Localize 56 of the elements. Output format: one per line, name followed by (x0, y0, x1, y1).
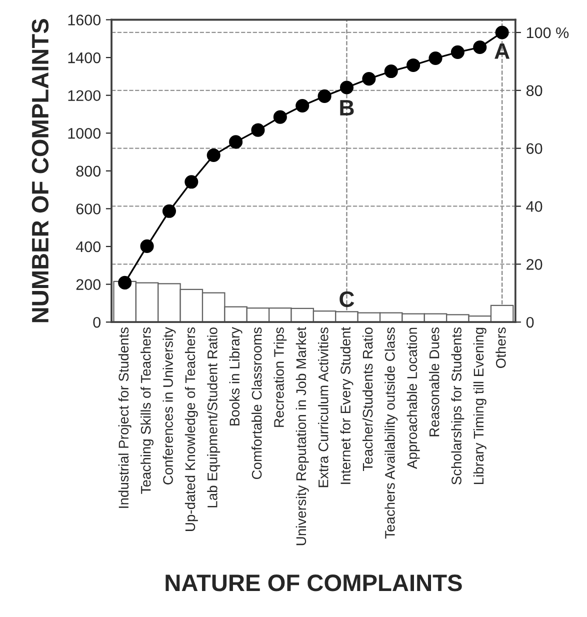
y-tick-label: 1000 (68, 128, 101, 139)
x-tick-label: Lab Equipment/Student Ratio (207, 328, 220, 508)
x-tick-label: Approachable Location (406, 328, 420, 469)
y-tick-label: 400 (76, 241, 101, 252)
point (184, 175, 198, 189)
y2-tick-label: 0 (526, 316, 534, 328)
x-tick-label: Teachers Availability outside Class (384, 327, 398, 539)
x-tick-label: Up-dated Knowledge of Teachers (184, 327, 198, 531)
y-tick-label: 1600 (68, 14, 101, 26)
y2-tick-label: 60 (526, 143, 542, 154)
point (296, 98, 310, 113)
point (140, 239, 154, 253)
annotation: C (340, 291, 354, 308)
x-tick-label: Internet for Every Student (340, 327, 354, 484)
x-tick-label: Teacher/Students Ratio (362, 328, 373, 471)
y-tick-label: 0 (93, 316, 101, 328)
annotation: A (494, 43, 510, 59)
point (318, 89, 332, 103)
y-tick-label: 200 (76, 279, 101, 290)
y2-tick-label: 80 (526, 85, 542, 96)
y-tick-label: 1400 (68, 52, 101, 64)
point (450, 45, 464, 59)
y-tick-label: 600 (76, 204, 101, 214)
point (162, 204, 176, 218)
point (495, 26, 509, 40)
x-tick-label: Library Timing till Evening (473, 328, 486, 484)
x-tick-label: Books in Library (229, 326, 242, 426)
point (229, 135, 243, 149)
point (251, 123, 265, 137)
point (362, 72, 376, 86)
y2-tick-label: 40 (526, 201, 542, 212)
x-tick-label: Scholarships for Students (451, 327, 464, 485)
x-tick-label: Industrial Project for Students (118, 327, 132, 508)
x-tick-label: Comfortable Classrooms (252, 327, 262, 480)
annotation: B (340, 100, 354, 116)
x-tick-label: University Reputation in Job Market (296, 327, 309, 546)
y-tick-label: 800 (76, 166, 101, 177)
point (406, 58, 420, 72)
point (428, 51, 442, 66)
point (206, 148, 220, 162)
x-axis-title: NATURE OF COMPLAINTS (166, 574, 462, 592)
x-tick-label: Reasonable Dues (429, 327, 440, 436)
point (340, 80, 354, 94)
x-tick-label: Recreation Trips (274, 327, 287, 427)
y-axis-title: NUMBER OF COMPLAINTS (32, 19, 49, 322)
y2-tick-label: 100 % (526, 27, 569, 38)
y2-tick-label: 20 (526, 259, 542, 270)
point (473, 40, 487, 54)
point (384, 64, 398, 78)
y-tick-label: 1200 (68, 90, 101, 102)
point (273, 110, 287, 124)
x-tick-label: Extra Curriculum Activities (318, 327, 328, 488)
x-tick-label: Teaching Skills of Teachers (140, 327, 154, 494)
x-tick-label: Others (496, 327, 506, 368)
point (118, 276, 132, 290)
x-tick-label: Conferences in University (162, 326, 176, 484)
